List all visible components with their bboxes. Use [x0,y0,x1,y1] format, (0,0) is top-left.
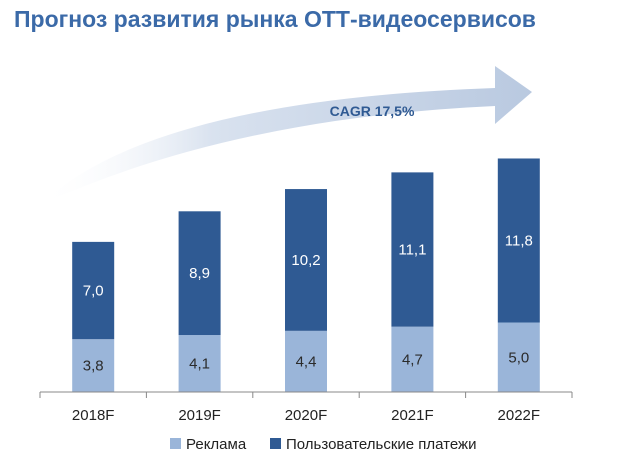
growth-arrow [40,66,532,205]
data-label-ads: 3,8 [83,358,104,375]
x-tick-label: 2020F [285,407,328,424]
chart-title: Прогноз развития рынка ОТТ-видеосервисов [14,6,536,32]
bar-ads [497,322,540,392]
data-label-ads: 5,0 [508,349,529,366]
bar-ads [285,330,327,392]
bar-ads [391,326,434,392]
legend-swatch-ads [170,438,181,449]
legend-label-ads: Реклама [186,436,247,453]
x-tick-label: 2022F [498,407,541,424]
data-label-payments: 11,1 [398,242,426,259]
x-tick-label: 2019F [178,407,221,424]
data-label-ads: 4,4 [296,353,317,370]
bar-payments [497,158,540,323]
data-label-payments: 10,2 [291,252,320,269]
x-tick-label: 2018F [72,407,115,424]
data-label-payments: 11,8 [505,232,533,249]
cagr-annotation: CAGR 17,5% [330,103,415,119]
legend-label-payments: Пользовательские платежи [286,436,476,453]
bar-ads [72,339,115,392]
x-tick-label: 2021F [391,407,434,424]
bar-payments [72,241,115,340]
bar-payments [391,172,434,327]
bar-payments [178,211,221,336]
data-label-ads: 4,1 [189,356,210,373]
bar-ads [178,335,221,392]
data-label-payments: 7,0 [83,283,104,300]
data-label-payments: 8,9 [189,265,210,282]
legend-swatch-payments [270,438,281,449]
data-label-ads: 4,7 [402,351,423,368]
bar-payments [285,189,327,331]
